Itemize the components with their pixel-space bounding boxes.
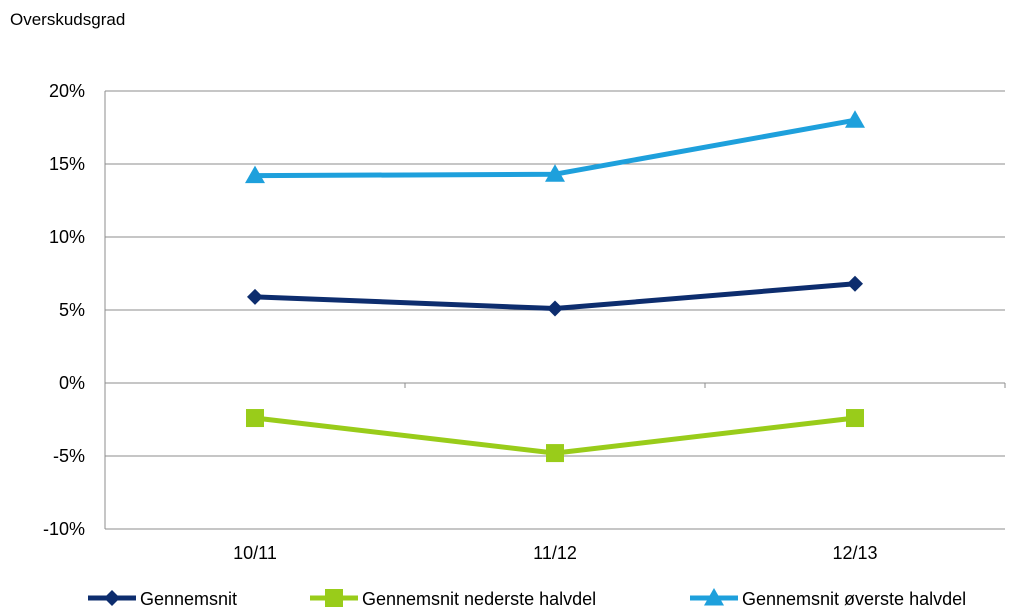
x-tick-label: 10/11 xyxy=(233,543,277,563)
x-tick-label: 11/12 xyxy=(533,543,577,563)
data-point xyxy=(845,110,865,128)
data-point xyxy=(547,300,563,317)
data-point xyxy=(247,288,263,305)
legend-swatch-marker xyxy=(104,590,120,606)
data-point xyxy=(246,409,264,428)
legend-item: Gennemsnit xyxy=(88,589,237,609)
y-tick-labels: -10% -5% 0% 5% 10% 15% 20% xyxy=(43,81,85,539)
y-tick-label: 5% xyxy=(59,300,85,320)
x-tick-label: 12/13 xyxy=(832,543,877,563)
legend-swatch-marker xyxy=(325,589,343,607)
axes xyxy=(104,91,1006,529)
y-tick-label: 10% xyxy=(49,227,85,247)
legend-label: Gennemsnit xyxy=(140,589,237,609)
legend-swatch-marker xyxy=(704,588,724,606)
y-tick-label: -5% xyxy=(53,446,85,466)
legend-item: Gennemsnit øverste halvdel xyxy=(690,588,966,609)
series-layer xyxy=(245,110,865,463)
data-point xyxy=(546,444,564,463)
y-tick-label: 15% xyxy=(49,154,85,174)
legend-item: Gennemsnit nederste halvdel xyxy=(310,589,596,609)
legend: Gennemsnit Gennemsnit nederste halvdel Gen… xyxy=(88,588,966,609)
y-tick-label: 20% xyxy=(49,81,85,101)
legend-label: Gennemsnit øverste halvdel xyxy=(742,589,966,609)
series-1 xyxy=(247,275,863,317)
series-3 xyxy=(245,110,865,184)
y-tick-label: 0% xyxy=(59,373,85,393)
data-point xyxy=(846,409,864,428)
y-tick-label: -10% xyxy=(43,519,85,539)
x-tick-labels: 10/11 11/12 12/13 xyxy=(233,543,877,563)
data-point xyxy=(545,164,565,182)
y-axis-label: Overskudsgrad xyxy=(10,10,125,29)
data-point xyxy=(245,165,265,184)
series-2 xyxy=(246,409,864,463)
data-point xyxy=(847,275,863,292)
legend-label: Gennemsnit nederste halvdel xyxy=(362,589,596,609)
